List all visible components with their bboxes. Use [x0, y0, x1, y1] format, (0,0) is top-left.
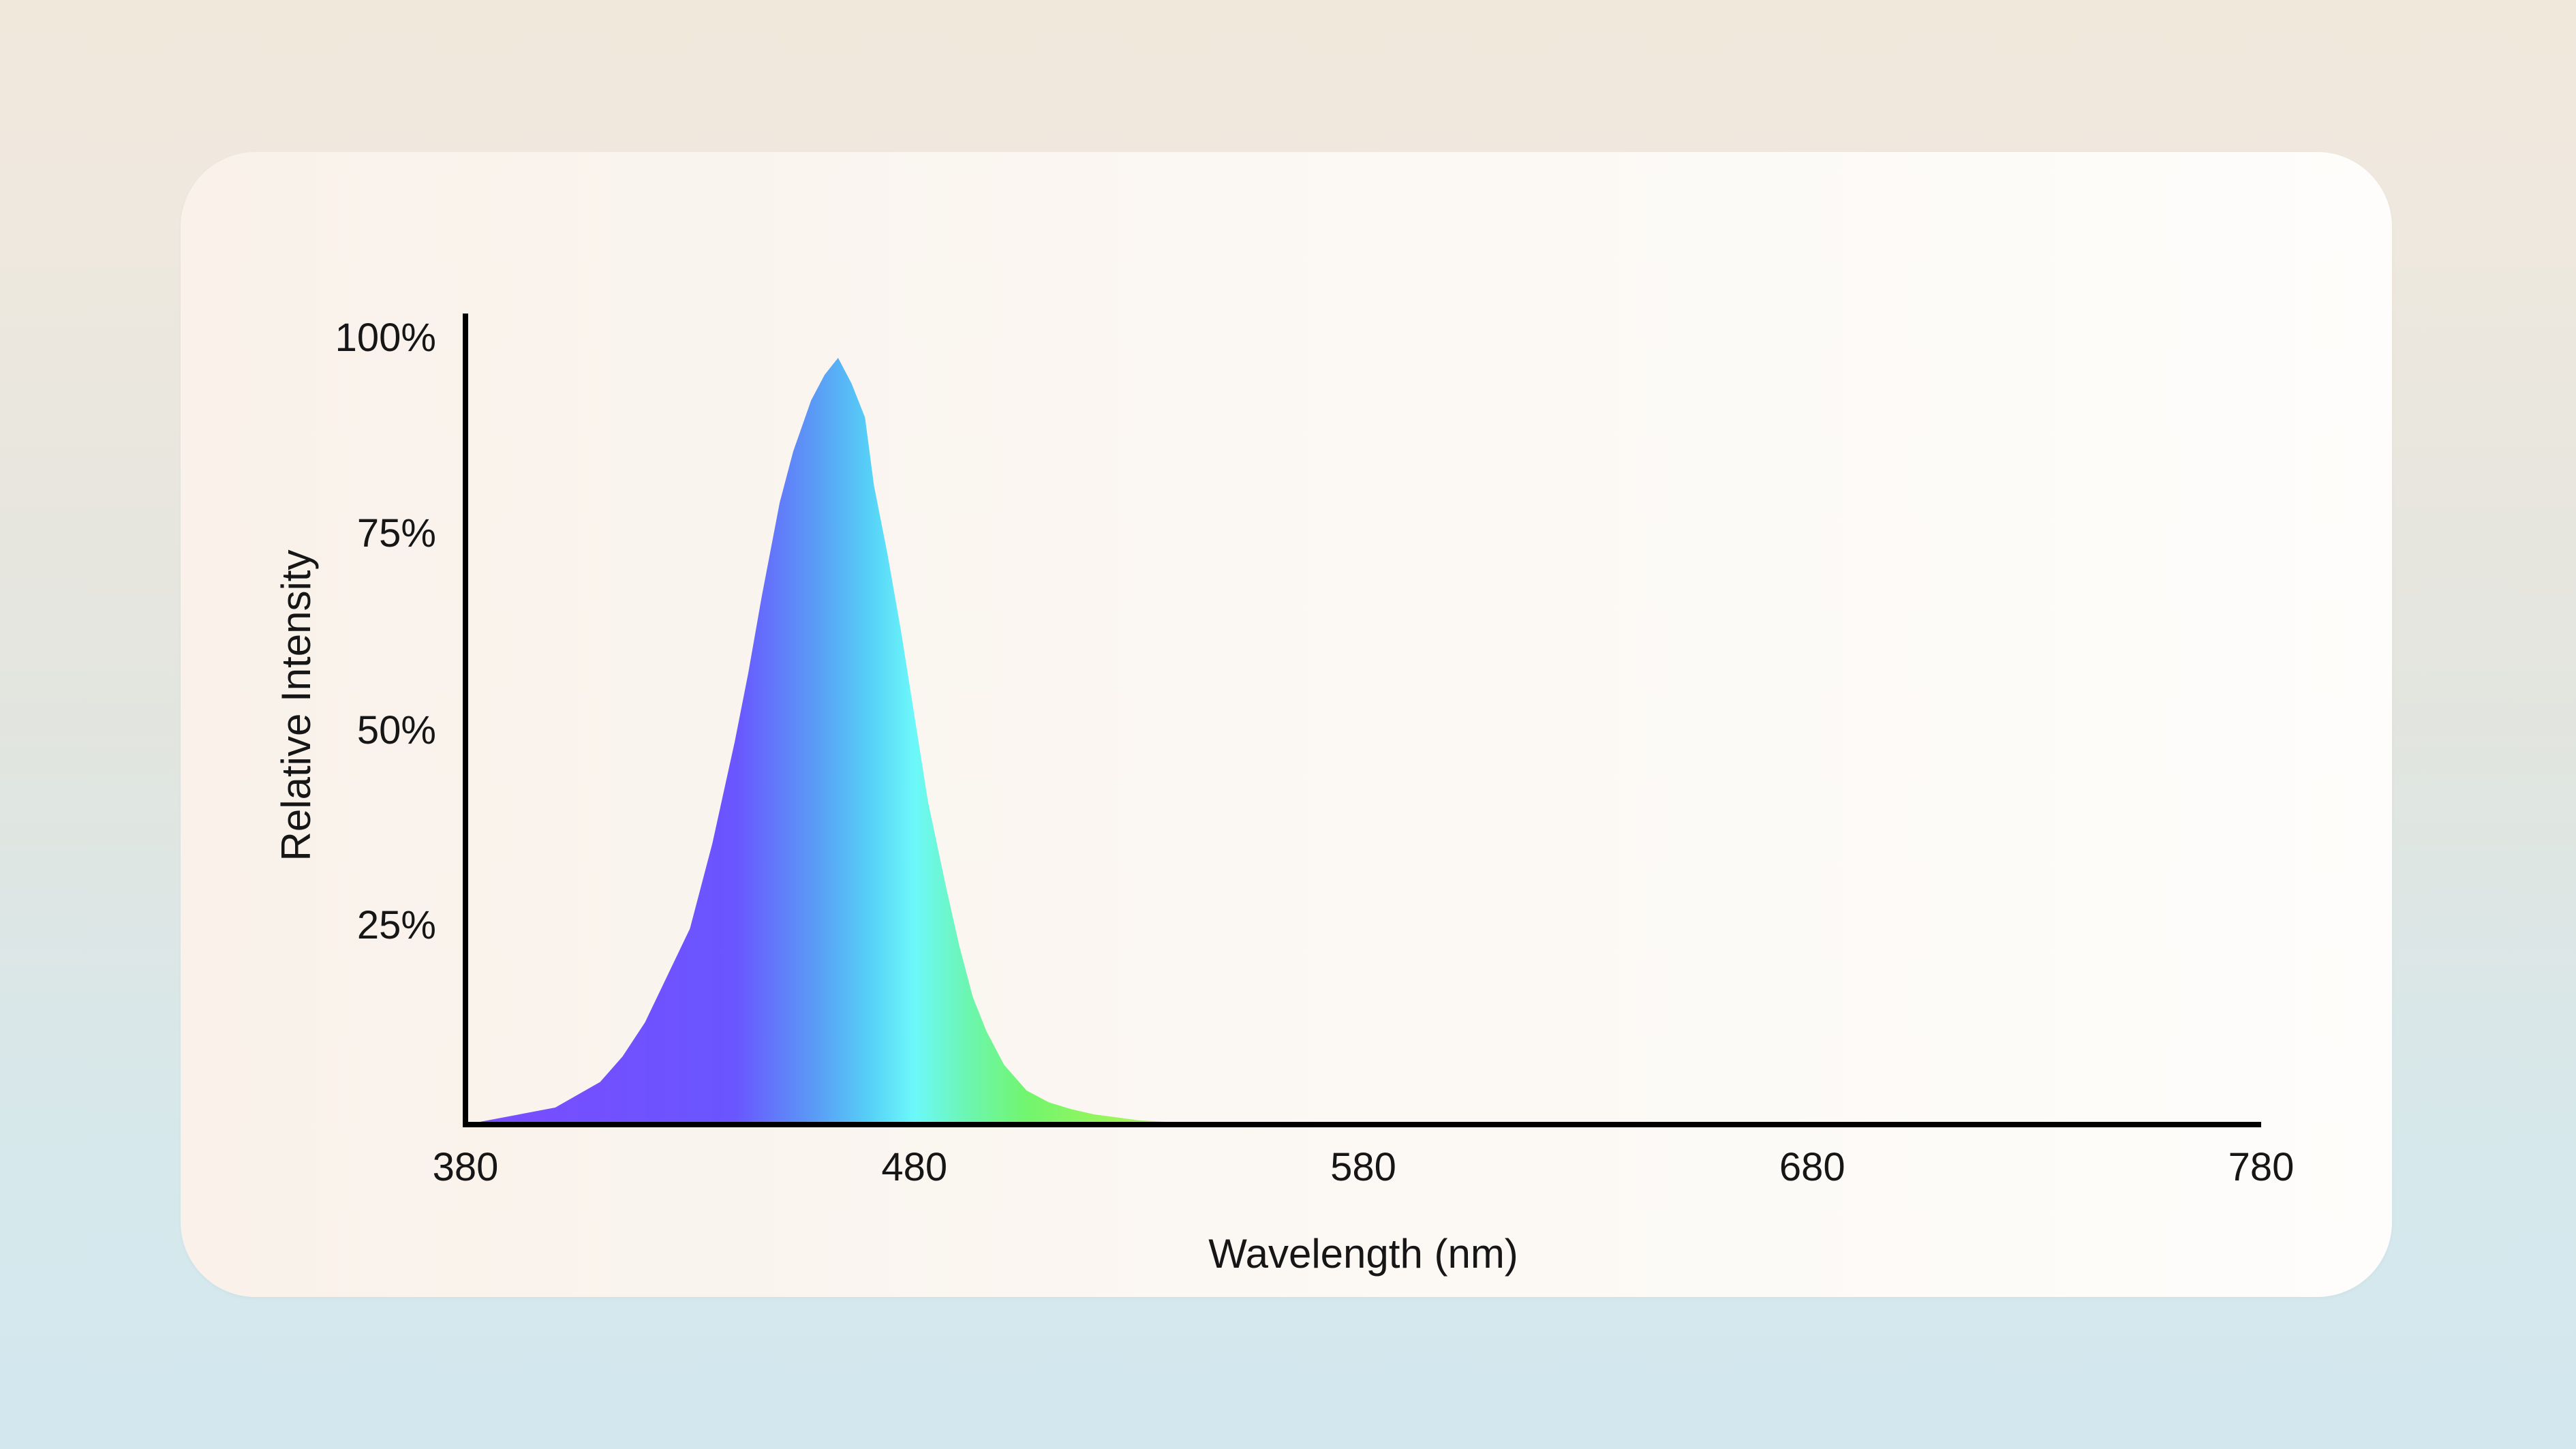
x-tick-label: 780 — [2228, 1145, 2295, 1189]
chart-card — [181, 152, 2392, 1297]
y-tick-label: 50% — [357, 708, 436, 752]
y-tick-label: 100% — [335, 316, 436, 360]
y-tick-label: 75% — [357, 511, 436, 555]
x-tick-label: 580 — [1330, 1145, 1396, 1189]
y-tick-label: 25% — [357, 903, 436, 947]
y-axis-title: Relative Intensity — [273, 550, 319, 861]
x-tick-label: 680 — [1779, 1145, 1845, 1189]
spectrum-area — [465, 358, 2261, 1125]
x-axis-title: Wavelength (nm) — [1208, 1231, 1518, 1277]
x-tick-label: 380 — [433, 1145, 499, 1189]
x-tick-label: 480 — [881, 1145, 947, 1189]
